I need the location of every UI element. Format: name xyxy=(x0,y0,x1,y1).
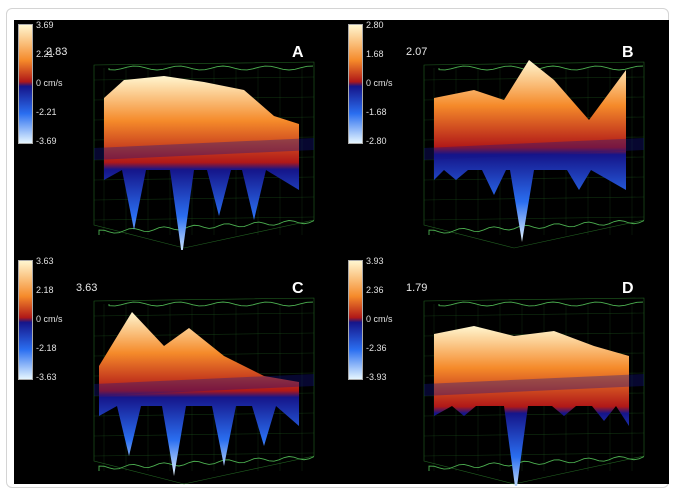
panel-b: 2.80 1.68 0 cm/s -1.68 -2.80 2.07 B xyxy=(344,20,666,250)
peak-label: 2.07 xyxy=(406,46,428,58)
ecg-trace-top xyxy=(438,65,644,71)
velocity-surface xyxy=(99,312,299,476)
ecg-trace-top xyxy=(108,301,314,307)
colorbar-tick-label: -2.80 xyxy=(366,136,387,146)
colorbar-tick-label: 0 cm/s xyxy=(36,78,63,88)
colorbar xyxy=(348,24,363,144)
ecg-trace-bottom xyxy=(98,456,315,471)
colorbar-tick-label: -3.93 xyxy=(366,372,387,382)
surface-plot xyxy=(423,297,645,486)
colorbar-tick-label: 3.63 xyxy=(36,256,54,266)
panel-letter: C xyxy=(292,280,304,297)
ecg-trace-top xyxy=(108,65,314,71)
colorbar-tick-label: 0 cm/s xyxy=(366,78,393,88)
colorbar-tick-label: -1.68 xyxy=(366,107,387,117)
colorbar-tick-label: -2.21 xyxy=(36,107,57,117)
colorbar-tick-label: 0 cm/s xyxy=(366,314,393,324)
panel-letter: D xyxy=(622,280,634,297)
ecg-trace-bottom xyxy=(98,220,315,235)
surface-plot xyxy=(93,297,315,485)
colorbar-tick-label: 2.21 xyxy=(36,49,54,59)
colorbar-tick-label: -3.63 xyxy=(36,372,57,382)
colorbar-tick-label: 2.36 xyxy=(366,285,384,295)
velocity-surface xyxy=(104,76,299,250)
colorbar-tick-label: 3.69 xyxy=(36,20,54,30)
colorbar-tick-label: 2.80 xyxy=(366,20,384,30)
velocity-surface xyxy=(434,60,626,242)
peak-label: 1.79 xyxy=(406,282,428,294)
colorbar-tick-label: 1.68 xyxy=(366,49,384,59)
colorbar-tick-label: -3.69 xyxy=(36,136,57,146)
ecg-trace-top xyxy=(438,301,644,307)
surface-plot xyxy=(93,61,315,250)
zero-plane xyxy=(94,138,314,160)
ecg-trace-bottom xyxy=(428,220,645,235)
panel-letter: B xyxy=(622,44,634,61)
peak-label: 3.63 xyxy=(76,282,98,294)
panel-a: 3.69 2.21 0 cm/s -2.21 -3.69 2.83 A xyxy=(14,20,336,250)
colorbar-tick-label: 0 cm/s xyxy=(36,314,63,324)
peak-label: 2.83 xyxy=(46,46,68,58)
colorbar xyxy=(18,260,33,380)
zero-plane xyxy=(424,374,644,396)
zero-plane xyxy=(94,374,314,396)
velocity-surface xyxy=(434,326,629,486)
panel-d: 3.93 2.36 0 cm/s -2.36 -3.93 1.79 D xyxy=(344,256,666,486)
ecg-trace-bottom xyxy=(428,456,645,471)
surface-plot xyxy=(423,60,645,249)
colorbar xyxy=(348,260,363,380)
colorbar-tick-label: 2.18 xyxy=(36,285,54,295)
colorbar-tick-label: 3.93 xyxy=(366,256,384,266)
panel-c: 3.63 2.18 0 cm/s -2.18 -3.63 3.63 C xyxy=(14,256,336,486)
zero-plane xyxy=(424,138,644,160)
colorbar-tick-label: -2.36 xyxy=(366,343,387,353)
colorbar-tick-label: -2.18 xyxy=(36,343,57,353)
colorbar xyxy=(18,24,33,144)
panel-letter: A xyxy=(292,44,304,61)
figure-canvas: 3.69 2.21 0 cm/s -2.21 -3.69 2.83 A 2.80 1.68 0 … xyxy=(14,20,669,486)
